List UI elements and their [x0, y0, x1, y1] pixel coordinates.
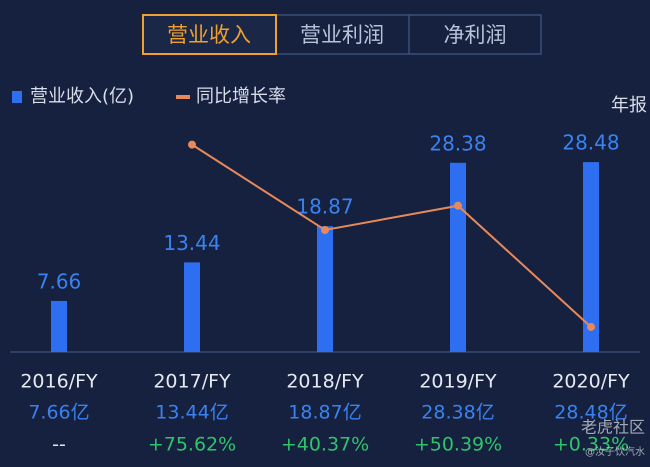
x-tick-label: 2018/FY: [286, 371, 364, 393]
legend-label: 营业收入(亿): [30, 86, 134, 107]
summary-label: 13.44亿: [155, 402, 228, 424]
summary-label: +0.33%: [553, 434, 629, 456]
legend-swatch: [176, 95, 190, 99]
summary-label: 28.38亿: [421, 402, 494, 424]
period-label[interactable]: 年报: [611, 95, 647, 116]
growth-point: [188, 140, 196, 149]
bar-value-label: 18.87: [296, 195, 353, 219]
bar-value-label: 28.48: [562, 131, 619, 155]
growth-point: [587, 322, 595, 331]
bar: [317, 226, 333, 352]
growth-point: [454, 201, 462, 210]
tab[interactable]: 营业收入: [167, 23, 251, 47]
x-tick-label: 2019/FY: [419, 371, 497, 393]
x-tick-label: 2020/FY: [552, 371, 630, 393]
summary-label: --: [52, 434, 66, 456]
bar: [184, 262, 200, 352]
bar-value-label: 13.44: [163, 231, 220, 255]
x-tick-label: 2017/FY: [153, 371, 231, 393]
growth-point: [321, 225, 329, 234]
legend-swatch: [12, 91, 22, 103]
growth-line: [191, 143, 592, 328]
tab-active[interactable]: [142, 14, 277, 55]
summary-label: +50.39%: [414, 434, 502, 456]
bar: [583, 162, 599, 352]
bar: [450, 162, 466, 352]
tab[interactable]: 营业利润: [300, 23, 384, 47]
bar: [51, 300, 67, 352]
summary-label: 28.48亿: [554, 402, 627, 424]
summary-label: +75.62%: [148, 434, 236, 456]
watermark: 老虎社区: [581, 418, 645, 437]
legend-label: 同比增长率: [196, 86, 286, 107]
bar-value-label: 7.66: [37, 269, 82, 293]
summary-label: 7.66亿: [28, 402, 89, 424]
watermark: @汝子饮汽水: [585, 445, 645, 458]
summary-label: +40.37%: [281, 434, 369, 456]
summary-label: 18.87亿: [288, 402, 361, 424]
bar-value-label: 28.38: [429, 131, 486, 155]
x-tick-label: 2016/FY: [20, 371, 98, 393]
tab[interactable]: 净利润: [444, 23, 507, 47]
